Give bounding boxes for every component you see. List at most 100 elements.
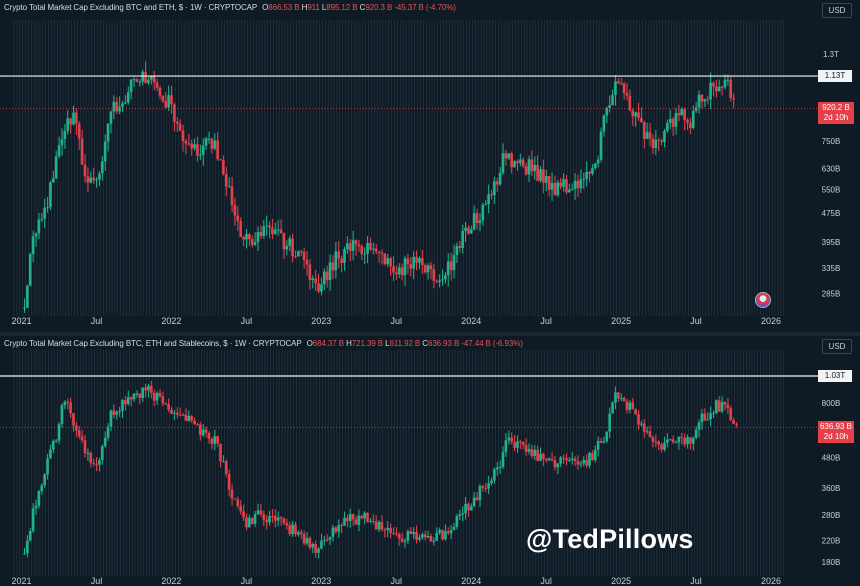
x-tick-label: 2024 <box>461 576 481 586</box>
currency-button[interactable]: USD <box>822 3 852 18</box>
candle-body <box>40 485 44 492</box>
candle-body <box>498 467 502 469</box>
candle-body <box>493 469 496 481</box>
candle-body <box>77 430 81 437</box>
y-tick-label: 360B <box>822 484 841 493</box>
x-tick-label: 2024 <box>461 316 481 326</box>
candle-body <box>305 538 309 544</box>
candle-body <box>360 246 364 254</box>
candle-body <box>196 144 199 156</box>
candle-body <box>83 164 87 177</box>
currency-button[interactable]: USD <box>822 339 852 354</box>
candle-body <box>611 94 614 106</box>
candle-body <box>645 132 649 139</box>
candle-body <box>651 437 655 442</box>
pane-divider[interactable] <box>0 332 860 336</box>
candle-body <box>452 526 456 531</box>
candle-body <box>89 177 93 183</box>
candle-body <box>201 429 205 436</box>
candle-body <box>89 452 93 463</box>
candle-body <box>625 401 629 410</box>
candle-body <box>161 95 165 102</box>
candle-body <box>320 284 323 292</box>
candle-body <box>406 531 410 541</box>
candle-body <box>585 172 588 179</box>
candlestick-chart-bottom[interactable]: 800B 480B 360B 280B 220B 180B 2021 Jul 2022 Jul 20… <box>0 336 860 586</box>
candle-body <box>43 474 46 486</box>
candle-body <box>426 265 430 273</box>
candle-body <box>357 515 361 525</box>
candle-body <box>591 453 594 461</box>
candle-body <box>199 154 202 156</box>
candle-body <box>527 159 531 175</box>
y-tick-label: 750B <box>822 137 841 146</box>
candle-body <box>302 534 306 544</box>
x-tick-label: 2021 <box>11 576 31 586</box>
candle-body <box>697 422 701 430</box>
chart-pane-top[interactable]: 1.3T 750B 630B 550B 475B 395B 335B 285B 2021 Jul 2… <box>0 0 860 332</box>
candle-body <box>343 249 346 263</box>
candle-body <box>562 179 565 187</box>
candle-body <box>253 514 257 524</box>
candle-body <box>729 79 733 99</box>
candle-body <box>570 189 574 191</box>
candle-body <box>227 186 231 188</box>
candle-body <box>66 118 70 131</box>
candle-body <box>617 81 620 84</box>
candle-body <box>677 436 681 443</box>
candle-body <box>438 280 441 282</box>
candle-body <box>95 179 98 181</box>
candle-body <box>449 530 453 534</box>
candle-body <box>325 271 329 281</box>
candlestick-chart-top[interactable]: 1.3T 750B 630B 550B 475B 395B 335B 285B 2021 Jul 2… <box>0 0 860 332</box>
candle-body <box>455 516 459 527</box>
chart-pane-bottom[interactable]: 800B 480B 360B 280B 220B 180B 2021 Jul 2022 Jul 20… <box>0 336 860 586</box>
candle-body <box>689 437 692 444</box>
candle-body <box>703 413 707 421</box>
candle-body <box>77 123 81 139</box>
candle-body <box>299 251 303 253</box>
candle-body <box>40 218 44 220</box>
candle-body <box>507 153 511 159</box>
candle-body <box>92 177 95 181</box>
candle-body <box>167 404 170 410</box>
candle-body <box>175 412 179 415</box>
candle-body <box>124 400 127 405</box>
candle-body <box>550 458 554 461</box>
candle-body <box>478 486 482 501</box>
candle-body <box>547 175 551 190</box>
us-flag-icon[interactable] <box>755 292 771 308</box>
candle-body <box>190 416 193 421</box>
candle-body <box>311 278 315 281</box>
candle-body <box>527 448 531 452</box>
candle-body <box>340 525 343 527</box>
candle-body <box>686 437 689 445</box>
candle-body <box>213 436 217 444</box>
candle-body <box>201 145 205 155</box>
candle-body <box>43 207 46 219</box>
candle-body <box>458 246 462 249</box>
candle-body <box>346 243 349 250</box>
chart-title-text: Crypto Total Market Cap Excluding BTC an… <box>4 3 258 12</box>
candle-body <box>666 439 669 443</box>
candle-body <box>322 271 326 285</box>
candle-body <box>392 266 395 273</box>
candle-body <box>288 525 292 535</box>
candle-body <box>369 520 372 522</box>
candle-body <box>271 227 274 235</box>
candle-body <box>299 532 303 535</box>
candle-body <box>242 511 245 518</box>
price-tag: 920.2 B 2d 10h <box>818 102 854 125</box>
candle-body <box>173 412 176 414</box>
candle-body <box>435 280 439 282</box>
candle-body <box>158 87 162 96</box>
y-tick-label: 285B <box>822 290 841 299</box>
candle-body <box>421 258 424 266</box>
candle-body <box>121 103 124 107</box>
candle-body <box>46 207 49 209</box>
candle-body <box>674 442 678 444</box>
candle-body <box>60 405 64 425</box>
candle-body <box>227 473 231 490</box>
candle-body <box>432 540 436 542</box>
candle-body <box>377 521 381 530</box>
